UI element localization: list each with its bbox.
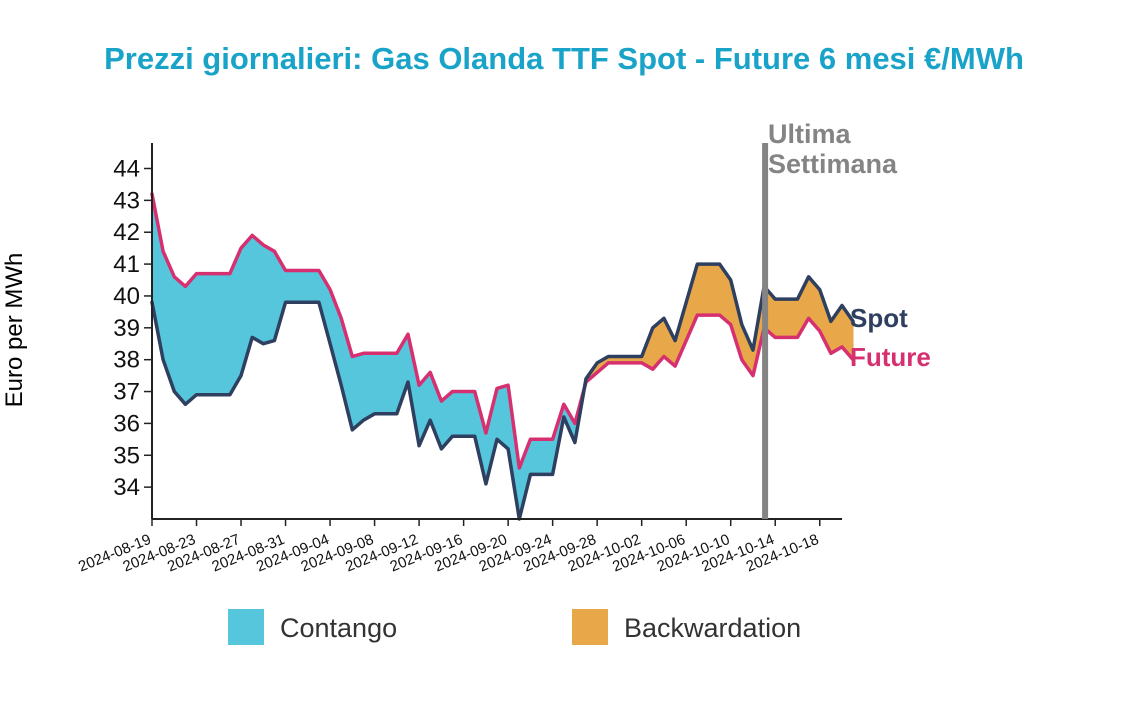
marker-label-line1: Ultima [768,119,852,149]
future-series-label: Future [850,342,931,372]
legend-label-contango: Contango [280,613,397,643]
y-tick-label: 35 [113,442,140,469]
contango-area [184,272,197,406]
area-layer [151,193,854,520]
y-tick-label: 37 [113,379,140,406]
y-tick-label: 43 [113,187,140,214]
contango-area [529,438,554,475]
contango-area [285,270,320,303]
y-tick-label: 40 [113,283,140,310]
backwardation-area [696,263,720,316]
future-line [150,192,855,470]
contango-area [485,388,498,485]
y-tick-label: 36 [113,410,140,437]
marker-label-line2: Settimana [768,149,898,179]
legend-swatch-backwardation [572,609,608,645]
y-tick-label: 42 [113,219,140,246]
contango-area [351,352,364,431]
backwardation-area [774,298,798,338]
spot-series-label: Spot [850,303,908,333]
contango-area [196,273,231,396]
chart-title: Prezzi giornalieri: Gas Olanda TTF Spot … [104,41,1024,76]
contango-area [452,391,476,437]
y-axis-label: Euro per MWh [1,253,28,408]
contango-area [251,234,264,345]
y-tick-label: 39 [113,315,140,342]
contango-area [262,244,275,345]
series-layer [150,192,855,521]
y-tick-label: 41 [113,251,140,278]
last-week-marker: Ultima Settimana [762,119,898,519]
y-tick-label: 44 [113,155,140,182]
spot-line [150,262,855,521]
y-tick-label: 34 [113,474,140,501]
legend-swatch-contango [228,609,264,645]
contango-area [374,352,398,415]
legend-label-backwardation: Backwardation [624,613,801,643]
y-tick-label: 38 [113,347,140,374]
contango-area [363,352,375,421]
contango-area [173,275,186,406]
legend: Contango Backwardation [228,609,801,645]
